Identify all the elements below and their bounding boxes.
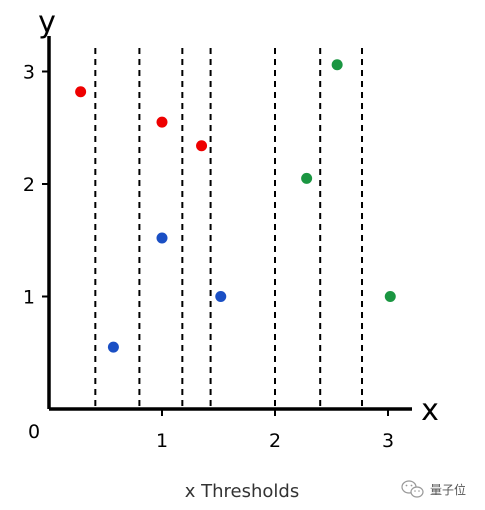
- data-point: [156, 116, 168, 128]
- y-tick-label: 1: [23, 287, 35, 309]
- x-ticks: 1 2 3: [156, 409, 394, 452]
- data-point: [75, 86, 87, 98]
- data-point: [215, 291, 227, 302]
- watermark-text: 量子位: [430, 482, 466, 497]
- x-tick-label: 1: [156, 430, 168, 452]
- data-point: [331, 59, 343, 71]
- x-axis-label: x Thresholds: [185, 481, 299, 502]
- y-axis-name: y: [38, 5, 56, 40]
- data-point: [107, 341, 119, 353]
- x-tick-label: 2: [269, 430, 281, 452]
- origin-label: 0: [28, 421, 40, 443]
- y-ticks: 1 2 3: [23, 62, 49, 309]
- data-point: [156, 232, 168, 244]
- watermark: 量子位: [401, 480, 466, 498]
- data-point: [301, 172, 313, 184]
- data-points: [75, 59, 396, 353]
- x-tick-label: 3: [382, 430, 394, 452]
- wechat-icon: [401, 480, 424, 498]
- y-tick-label: 3: [23, 62, 35, 84]
- data-point: [196, 140, 208, 152]
- data-point: [384, 291, 396, 302]
- x-axis-name: x: [421, 393, 439, 428]
- y-tick-label: 2: [23, 174, 35, 196]
- threshold-lines: [94, 48, 364, 409]
